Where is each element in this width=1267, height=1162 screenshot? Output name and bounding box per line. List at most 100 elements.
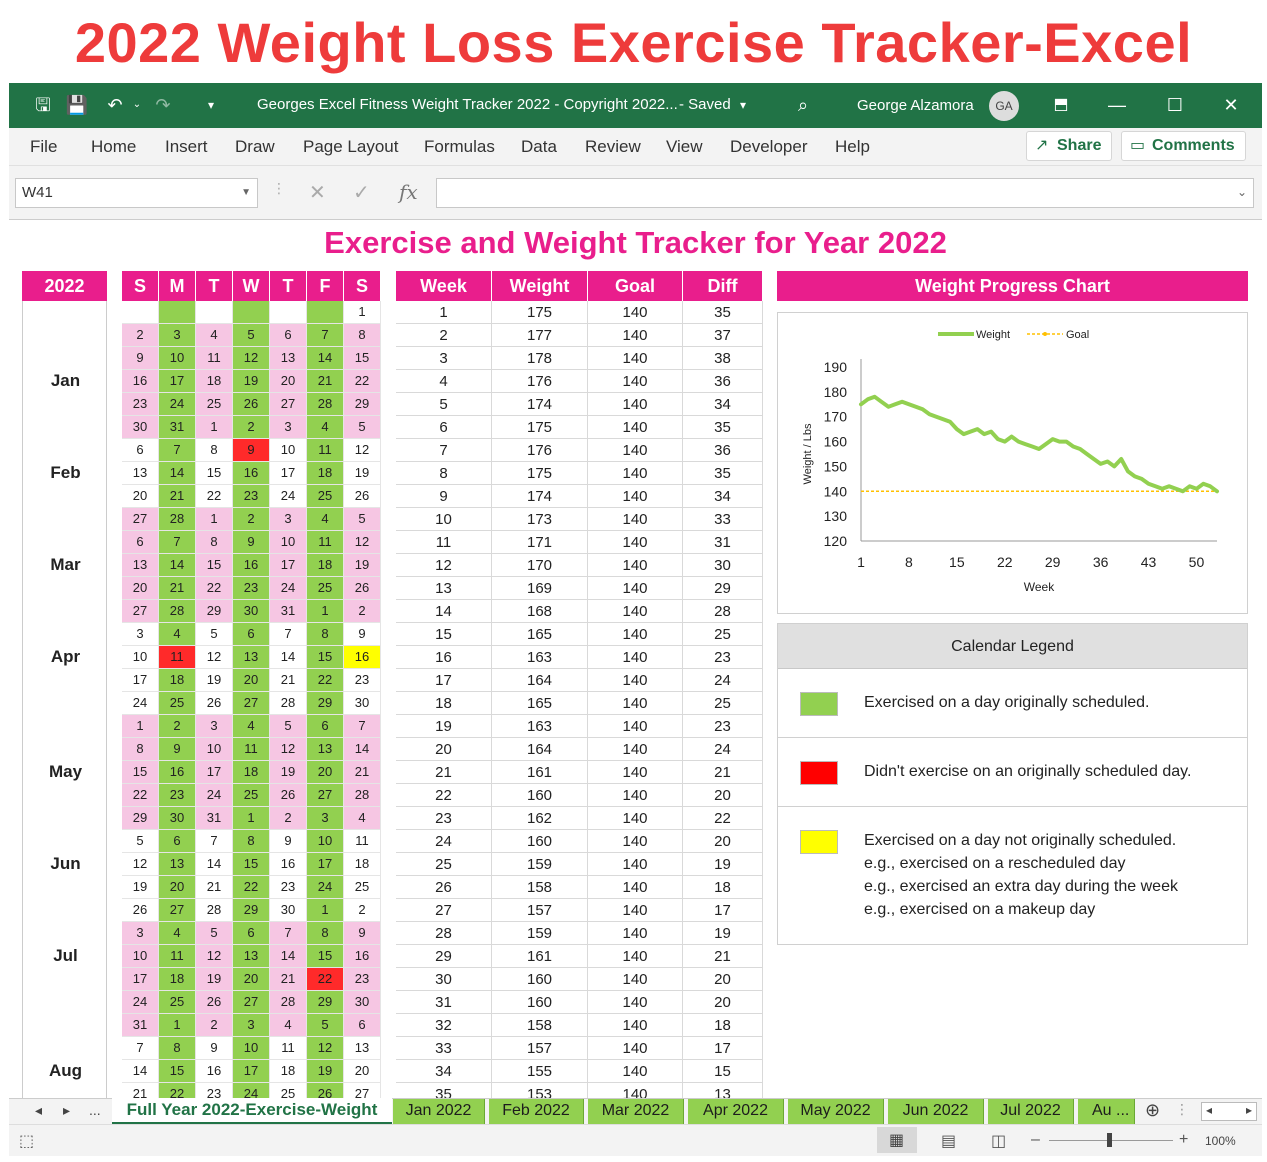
week-cell[interactable]: 25 bbox=[396, 853, 492, 876]
calendar-day[interactable]: 17 bbox=[270, 462, 307, 485]
diff-cell[interactable]: 33 bbox=[683, 508, 763, 531]
calendar-day[interactable]: 23 bbox=[233, 577, 270, 600]
calendar-day[interactable]: 31 bbox=[122, 1014, 159, 1037]
weight-cell[interactable]: 176 bbox=[492, 439, 588, 462]
calendar-day[interactable]: 6 bbox=[159, 830, 196, 853]
week-cell[interactable]: 17 bbox=[396, 669, 492, 692]
calendar-day[interactable]: 15 bbox=[233, 853, 270, 876]
week-cell[interactable]: 32 bbox=[396, 1014, 492, 1037]
tab-aug[interactable]: Au ... bbox=[1078, 1099, 1135, 1124]
calendar-day[interactable]: 6 bbox=[233, 922, 270, 945]
week-cell[interactable]: 6 bbox=[396, 416, 492, 439]
calendar-day[interactable]: 11 bbox=[307, 439, 344, 462]
diff-cell[interactable]: 19 bbox=[683, 922, 763, 945]
goal-cell[interactable]: 140 bbox=[588, 968, 683, 991]
goal-cell[interactable]: 140 bbox=[588, 922, 683, 945]
calendar-day[interactable]: 15 bbox=[159, 1060, 196, 1083]
tab-developer[interactable]: Developer bbox=[730, 137, 808, 156]
calendar-day[interactable] bbox=[122, 301, 159, 324]
redo-icon[interactable]: ↷ bbox=[155, 95, 171, 115]
goal-cell[interactable]: 140 bbox=[588, 577, 683, 600]
week-cell[interactable]: 35 bbox=[396, 1083, 492, 1098]
calendar-day[interactable]: 7 bbox=[270, 623, 307, 646]
weight-cell[interactable]: 173 bbox=[492, 508, 588, 531]
calendar-day[interactable]: 4 bbox=[159, 623, 196, 646]
calendar-day[interactable]: 24 bbox=[122, 692, 159, 715]
goal-cell[interactable]: 140 bbox=[588, 324, 683, 347]
calendar-day[interactable]: 30 bbox=[344, 692, 381, 715]
saved-status[interactable]: - Saved bbox=[679, 96, 731, 113]
calendar-day[interactable]: 10 bbox=[196, 738, 233, 761]
calendar-day[interactable]: 13 bbox=[233, 646, 270, 669]
calendar-day[interactable]: 25 bbox=[307, 577, 344, 600]
calendar-day[interactable]: 27 bbox=[307, 784, 344, 807]
tab-draw[interactable]: Draw bbox=[235, 137, 275, 156]
calendar-day[interactable]: 5 bbox=[344, 508, 381, 531]
diff-cell[interactable]: 21 bbox=[683, 761, 763, 784]
zoom-out-icon[interactable]: – bbox=[1031, 1131, 1040, 1148]
calendar-day[interactable]: 2 bbox=[344, 600, 381, 623]
calendar-day[interactable]: 9 bbox=[233, 439, 270, 462]
calendar-day[interactable]: 6 bbox=[122, 439, 159, 462]
weight-cell[interactable]: 169 bbox=[492, 577, 588, 600]
expand-formula-icon[interactable]: ⌄ bbox=[1236, 185, 1247, 199]
calendar-day[interactable]: 15 bbox=[307, 646, 344, 669]
calendar-day[interactable]: 18 bbox=[233, 761, 270, 784]
calendar-day[interactable]: 27 bbox=[122, 508, 159, 531]
weight-cell[interactable]: 163 bbox=[492, 646, 588, 669]
calendar-day[interactable]: 12 bbox=[196, 945, 233, 968]
diff-cell[interactable]: 15 bbox=[683, 1060, 763, 1083]
calendar-day[interactable]: 25 bbox=[233, 784, 270, 807]
calendar-day[interactable]: 14 bbox=[196, 853, 233, 876]
undo-icon[interactable]: ↶ bbox=[107, 95, 123, 115]
weight-cell[interactable]: 175 bbox=[492, 462, 588, 485]
tab-page-layout[interactable]: Page Layout bbox=[303, 137, 399, 156]
diff-cell[interactable]: 24 bbox=[683, 738, 763, 761]
diff-cell[interactable]: 20 bbox=[683, 784, 763, 807]
calendar-day[interactable]: 15 bbox=[307, 945, 344, 968]
weight-cell[interactable]: 158 bbox=[492, 1014, 588, 1037]
weight-cell[interactable]: 165 bbox=[492, 692, 588, 715]
calendar-day[interactable]: 17 bbox=[307, 853, 344, 876]
week-cell[interactable]: 3 bbox=[396, 347, 492, 370]
calendar-day[interactable]: 27 bbox=[344, 1083, 381, 1098]
goal-cell[interactable]: 140 bbox=[588, 853, 683, 876]
calendar-day[interactable]: 28 bbox=[307, 393, 344, 416]
week-cell[interactable]: 26 bbox=[396, 876, 492, 899]
calendar-day[interactable]: 8 bbox=[122, 738, 159, 761]
goal-cell[interactable]: 140 bbox=[588, 1014, 683, 1037]
week-cell[interactable]: 9 bbox=[396, 485, 492, 508]
calendar-day[interactable]: 29 bbox=[307, 991, 344, 1014]
calendar-day[interactable]: 17 bbox=[196, 761, 233, 784]
insert-function-icon[interactable]: fx bbox=[399, 180, 418, 204]
calendar-day[interactable]: 18 bbox=[159, 968, 196, 991]
tab-jan[interactable]: Jan 2022 bbox=[393, 1099, 485, 1124]
calendar-day[interactable]: 24 bbox=[270, 485, 307, 508]
calendar-day[interactable]: 26 bbox=[196, 692, 233, 715]
calendar-day[interactable]: 19 bbox=[122, 876, 159, 899]
scroll-right-icon[interactable]: ▸ bbox=[1245, 1103, 1252, 1117]
horizontal-scrollbar[interactable]: ◂ ▸ bbox=[1201, 1102, 1257, 1121]
goal-cell[interactable]: 140 bbox=[588, 991, 683, 1014]
calendar-day[interactable]: 17 bbox=[122, 669, 159, 692]
diff-cell[interactable]: 23 bbox=[683, 715, 763, 738]
calendar-day[interactable] bbox=[233, 301, 270, 324]
weight-cell[interactable]: 160 bbox=[492, 968, 588, 991]
calendar-day[interactable]: 7 bbox=[270, 922, 307, 945]
weight-cell[interactable]: 175 bbox=[492, 416, 588, 439]
calendar-day[interactable]: 8 bbox=[233, 830, 270, 853]
calendar-day[interactable]: 26 bbox=[307, 1083, 344, 1098]
calendar-day[interactable]: 14 bbox=[270, 945, 307, 968]
calendar-day[interactable]: 23 bbox=[122, 393, 159, 416]
calendar-day[interactable]: 29 bbox=[233, 899, 270, 922]
calendar-day[interactable]: 1 bbox=[196, 508, 233, 531]
goal-cell[interactable]: 140 bbox=[588, 830, 683, 853]
diff-cell[interactable]: 36 bbox=[683, 370, 763, 393]
calendar-day[interactable]: 22 bbox=[307, 968, 344, 991]
goal-cell[interactable]: 140 bbox=[588, 462, 683, 485]
calendar-day[interactable]: 11 bbox=[196, 347, 233, 370]
calendar-day[interactable]: 26 bbox=[233, 393, 270, 416]
calendar-day[interactable]: 6 bbox=[307, 715, 344, 738]
calendar-day[interactable]: 17 bbox=[159, 370, 196, 393]
goal-cell[interactable]: 140 bbox=[588, 347, 683, 370]
